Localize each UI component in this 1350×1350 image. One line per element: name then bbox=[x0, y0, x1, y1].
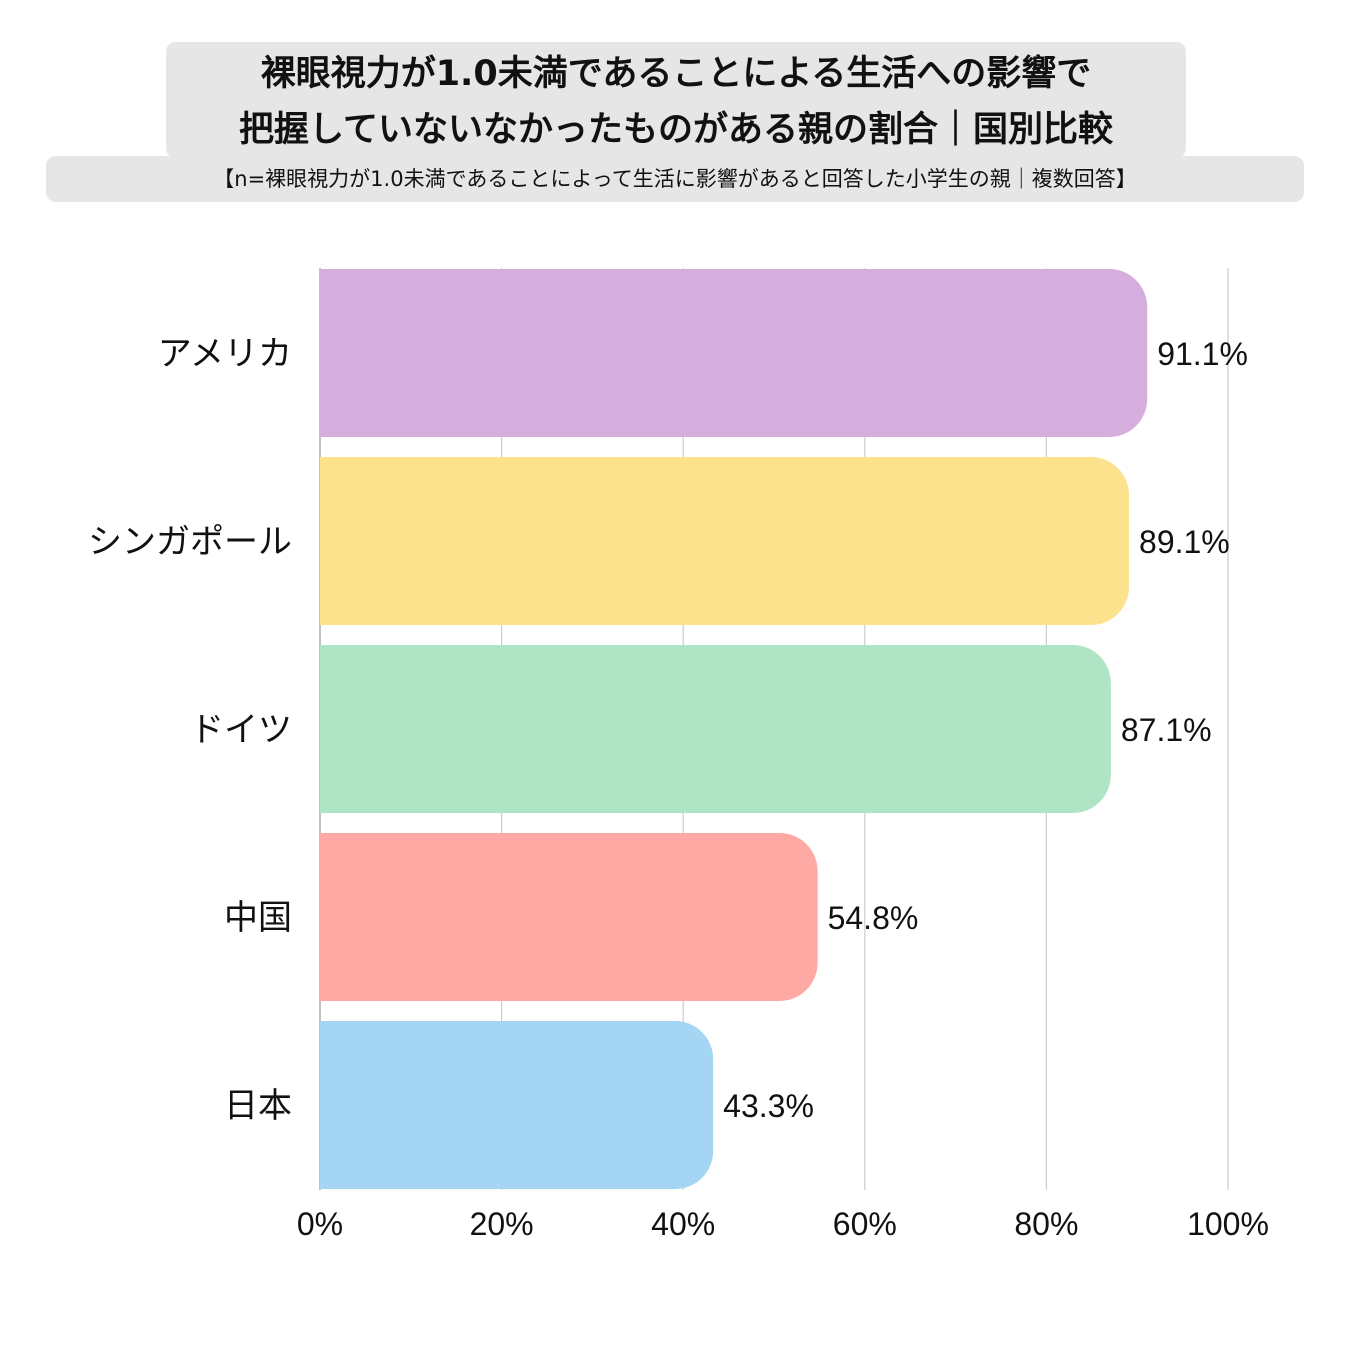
bar bbox=[320, 1021, 714, 1189]
data-label: 87.1% bbox=[1121, 712, 1212, 748]
x-tick-label: 80% bbox=[1014, 1206, 1078, 1242]
data-label: 91.1% bbox=[1157, 336, 1248, 372]
bars: アメリカ 91.1% シンガポール 89.1% ドイツ 87.1% 中国 54.8% 日本 43.… bbox=[88, 269, 1248, 1189]
chart-subtitle: 【n=裸眼視力が1.0未満であることによって生活に影響があると回答した小学生の親… bbox=[213, 167, 1137, 191]
category-label: 日本 bbox=[224, 1086, 292, 1126]
category-label: 中国 bbox=[224, 898, 292, 938]
category-label: ドイツ bbox=[190, 710, 292, 750]
x-tick-label: 100% bbox=[1187, 1206, 1269, 1242]
bar bbox=[320, 833, 818, 1001]
bar bbox=[320, 457, 1130, 625]
title-background bbox=[166, 42, 1186, 158]
category-label: シンガポール bbox=[88, 522, 292, 562]
x-tick-label: 60% bbox=[833, 1206, 897, 1242]
bar bbox=[320, 645, 1111, 813]
x-tick-label: 0% bbox=[297, 1206, 343, 1242]
x-tick-label: 40% bbox=[651, 1206, 715, 1242]
x-axis: 0% 20% 40% 60% 80% 100% bbox=[297, 1206, 1269, 1242]
chart-title: 裸眼視力が1.0未満であることによる生活への影響で 把握していないなかったものが… bbox=[166, 46, 1186, 158]
data-label: 89.1% bbox=[1139, 524, 1230, 560]
data-label: 43.3% bbox=[723, 1088, 814, 1124]
chart-title-line-1: 裸眼視力が1.0未満であることによる生活への影響で bbox=[260, 54, 1092, 94]
category-label: アメリカ bbox=[158, 334, 292, 374]
bar bbox=[320, 269, 1148, 437]
x-tick-label: 20% bbox=[470, 1206, 534, 1242]
subtitle-background bbox=[46, 156, 1304, 202]
data-label: 54.8% bbox=[828, 900, 919, 936]
chart-title-line-2: 把握していないなかったものがある親の割合｜国別比較 bbox=[239, 110, 1113, 150]
